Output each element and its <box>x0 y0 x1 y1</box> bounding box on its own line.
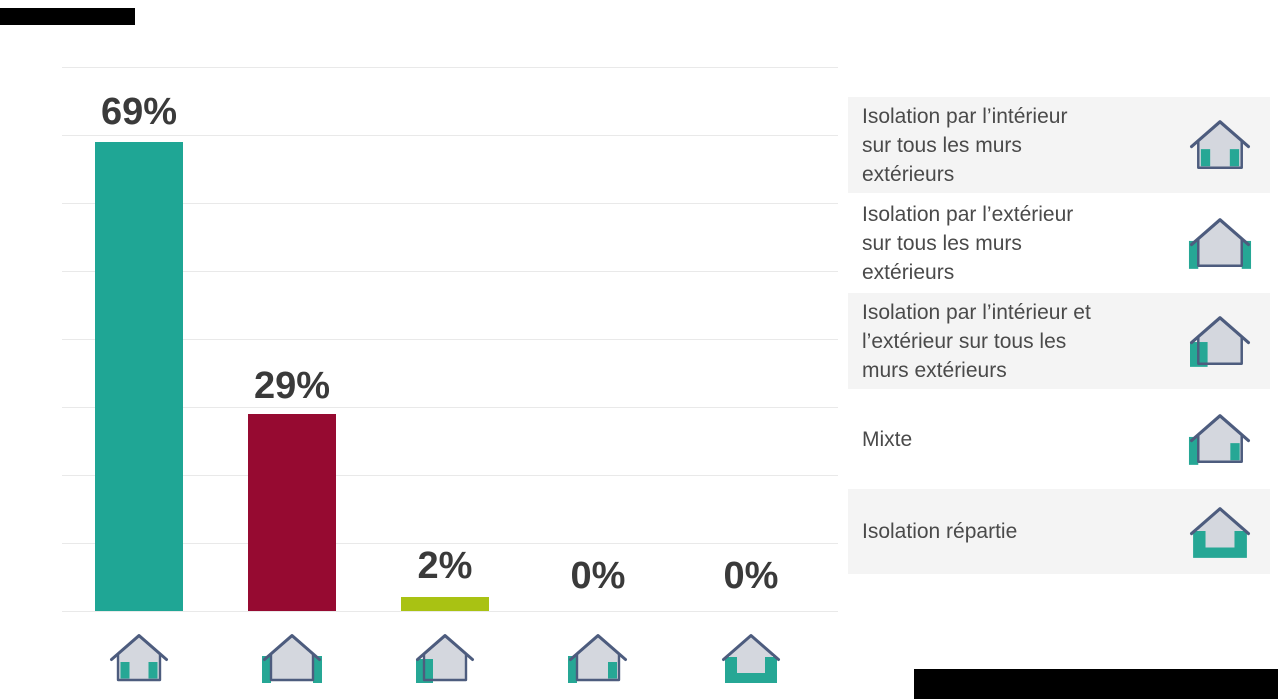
bar-value-label: 2% <box>417 545 473 587</box>
house-mixte-insulation-icon <box>1186 409 1254 469</box>
legend-item-label: Isolation par l’intérieur et l’extérieur… <box>862 300 1091 382</box>
redaction-bar-bottom-right <box>914 669 1278 699</box>
legend-item: Isolation répartie <box>848 489 1270 574</box>
bar-value-label: 0% <box>723 555 779 597</box>
house-interior-exterior-insulation-icon <box>1186 311 1254 371</box>
bar-value-label: 0% <box>570 555 626 597</box>
house-mixte-insulation-icon <box>566 629 630 687</box>
plot-area: 69% 29% 2% 0% 0% <box>62 67 838 687</box>
gridline <box>62 203 838 204</box>
bar-value-label: 29% <box>253 365 331 407</box>
legend-item-label: Mixte <box>862 427 913 451</box>
gridline <box>62 475 838 476</box>
legend-item-label: Isolation répartie <box>862 520 1018 543</box>
legend-item: Mixte <box>848 391 1270 487</box>
gridline <box>62 543 838 544</box>
redaction-bar-top-left <box>0 8 135 25</box>
gridline <box>62 135 838 136</box>
gridline <box>62 611 838 612</box>
legend-item: Isolation par l’intérieur sur tous les m… <box>848 97 1270 193</box>
legend-item-label: Isolation par l’intérieur sur tous les m… <box>862 104 1068 186</box>
house-repartie-insulation-icon <box>1186 502 1254 562</box>
gridline <box>62 339 838 340</box>
legend-item: Isolation par l’intérieur et l’extérieur… <box>848 293 1270 389</box>
gridline <box>62 67 838 68</box>
bar <box>95 142 183 611</box>
house-interior-insulation-icon <box>1186 115 1254 175</box>
bar <box>248 414 336 611</box>
legend-item: Isolation par l’extérieur sur tous les m… <box>848 195 1270 291</box>
house-exterior-insulation-icon <box>1186 213 1254 273</box>
house-interior-insulation-icon <box>107 629 171 687</box>
house-interior-exterior-insulation-icon <box>413 629 477 687</box>
legend-item-label: Isolation par l’extérieur sur tous les m… <box>862 202 1074 284</box>
bar <box>401 597 489 611</box>
gridline <box>62 407 838 408</box>
house-repartie-insulation-icon <box>719 629 783 687</box>
bar-value-label: 69% <box>100 91 178 133</box>
legend: Isolation par l’intérieur sur tous les m… <box>848 0 1270 699</box>
gridline <box>62 271 838 272</box>
house-exterior-insulation-icon <box>260 629 324 687</box>
